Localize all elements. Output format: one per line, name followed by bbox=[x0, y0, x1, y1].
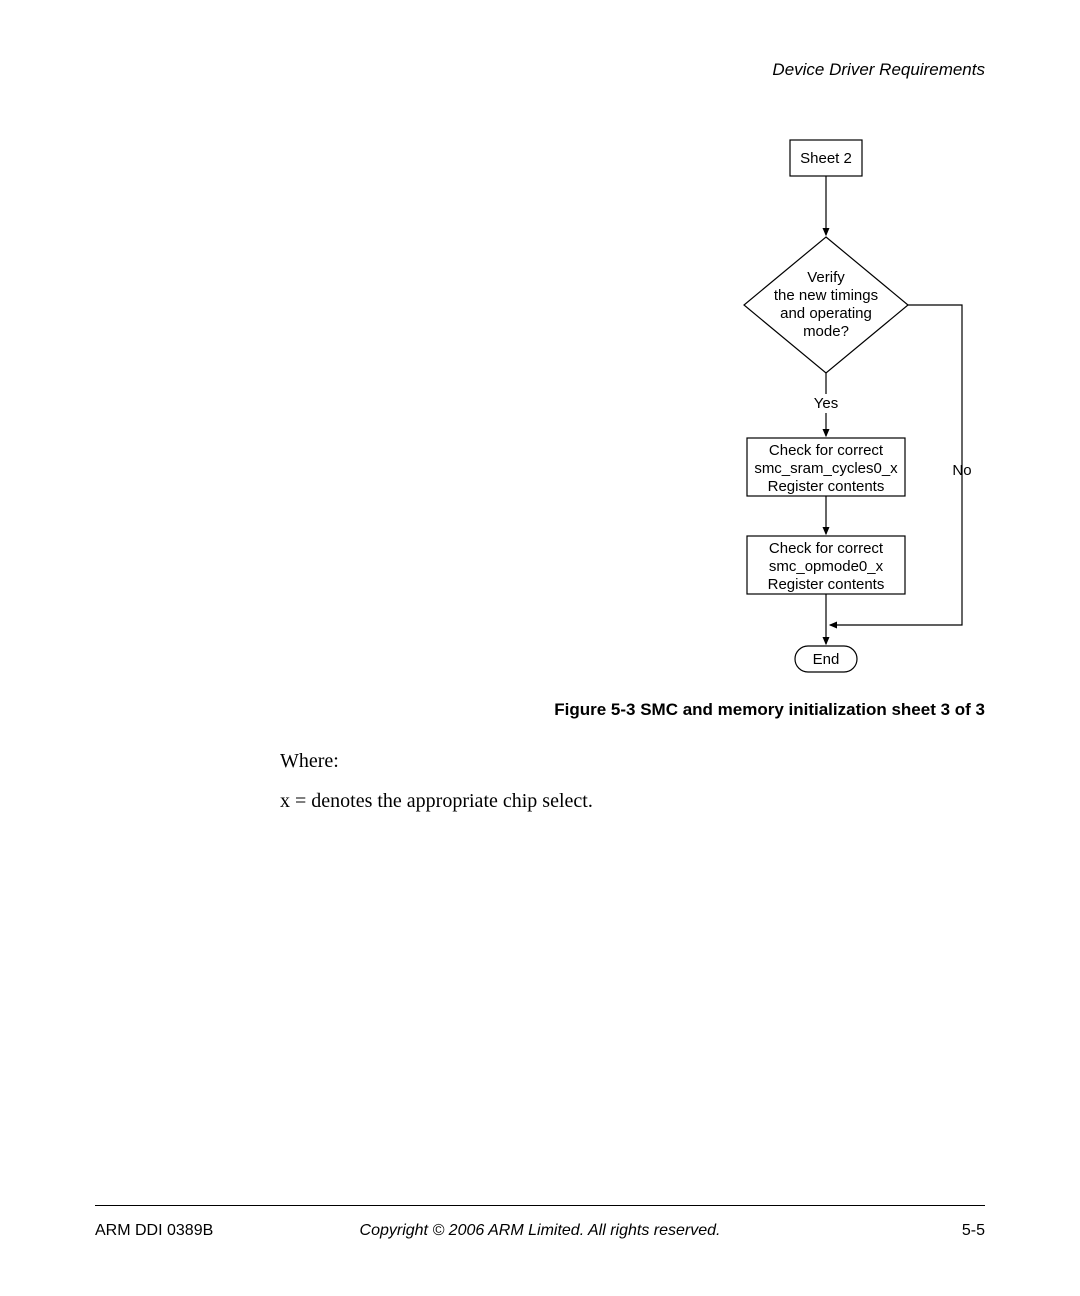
footer-doc-id: ARM DDI 0389B bbox=[95, 1222, 213, 1239]
figure-caption-text: Figure 5-3 SMC and memory initialization… bbox=[554, 700, 985, 719]
footer-divider bbox=[95, 1205, 985, 1206]
decision-line3: and operating bbox=[780, 305, 872, 322]
yes-label: Yes bbox=[814, 395, 838, 412]
decision-line1: Verify bbox=[807, 269, 845, 286]
where-text: Where: bbox=[280, 750, 339, 773]
check1-line3: Register contents bbox=[768, 478, 885, 495]
footer-page-num: 5-5 bbox=[962, 1222, 985, 1239]
flowchart-svg: Sheet 2 Verify the new timings and opera… bbox=[665, 120, 985, 700]
check2-line3: Register contents bbox=[768, 576, 885, 593]
footer-center: Copyright © 2006 ARM Limited. All rights… bbox=[360, 1222, 721, 1240]
header-title: Device Driver Requirements bbox=[772, 60, 985, 79]
check1-line2: smc_sram_cycles0_x bbox=[754, 460, 898, 477]
figure-caption: Figure 5-3 SMC and memory initialization… bbox=[554, 700, 985, 720]
no-label: No bbox=[952, 462, 971, 479]
flowchart: Sheet 2 Verify the new timings and opera… bbox=[665, 120, 985, 700]
check1-line1: Check for correct bbox=[769, 442, 884, 459]
x-def-label: x = denotes the appropriate chip select. bbox=[280, 790, 593, 812]
decision-line2: the new timings bbox=[774, 287, 878, 304]
end-label: End bbox=[813, 651, 840, 668]
check2-line1: Check for correct bbox=[769, 540, 884, 557]
where-label: Where: bbox=[280, 750, 339, 772]
footer-left: ARM DDI 0389B bbox=[95, 1222, 213, 1240]
footer-copyright: Copyright © 2006 ARM Limited. All rights… bbox=[360, 1222, 721, 1239]
check2-line2: smc_opmode0_x bbox=[769, 558, 884, 575]
x-definition: x = denotes the appropriate chip select. bbox=[280, 790, 593, 813]
node-sheet2-label: Sheet 2 bbox=[800, 150, 852, 167]
page-header: Device Driver Requirements bbox=[772, 60, 985, 80]
footer-right: 5-5 bbox=[962, 1222, 985, 1240]
decision-line4: mode? bbox=[803, 323, 849, 340]
